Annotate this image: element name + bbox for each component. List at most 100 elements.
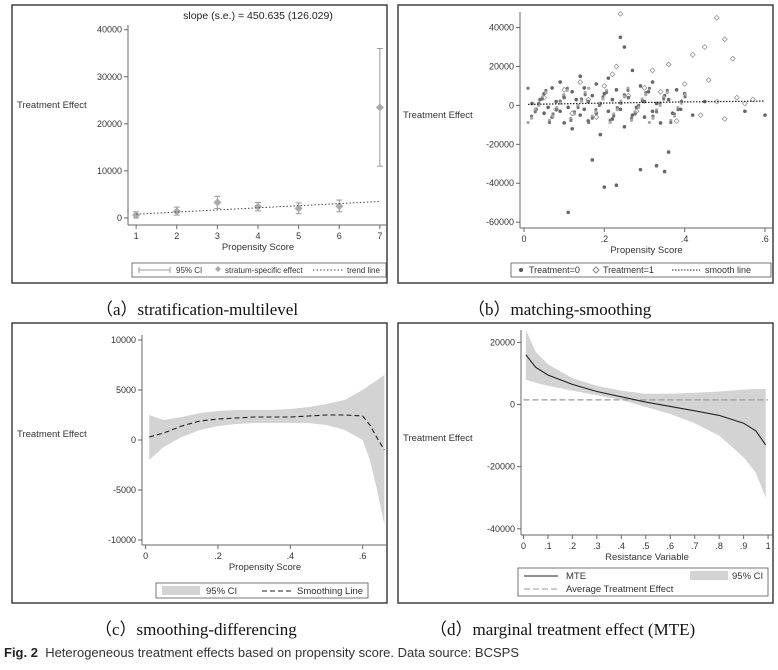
y-tick-label: 30000 bbox=[97, 72, 122, 82]
treatment1-point bbox=[713, 14, 720, 21]
x-tick-label: .4 bbox=[287, 551, 295, 561]
x-tick-label: .4 bbox=[681, 234, 689, 244]
treatment0-point bbox=[554, 99, 558, 104]
legend-trend-label: trend line bbox=[347, 266, 380, 275]
x-tick-label: 0 bbox=[521, 541, 526, 551]
treatment0-point bbox=[558, 80, 562, 84]
x-tick-label: 0 bbox=[143, 551, 148, 561]
treatment0-point bbox=[662, 169, 667, 174]
treatment0-point bbox=[562, 121, 566, 125]
treatment0-point bbox=[637, 105, 641, 110]
y-tick-label: -20000 bbox=[486, 139, 514, 149]
treatment1-point bbox=[609, 71, 616, 78]
treatment0-point bbox=[674, 88, 679, 92]
x-tick-label: 4 bbox=[255, 231, 260, 241]
y-tick-label: 20000 bbox=[97, 119, 122, 129]
treatment0-point bbox=[526, 120, 530, 125]
treatment0-point bbox=[654, 110, 659, 114]
treatment0-point bbox=[558, 109, 562, 114]
panel-frame bbox=[11, 322, 388, 604]
treatment0-point bbox=[574, 97, 579, 102]
treatment0-point bbox=[587, 86, 591, 90]
treatment0-point bbox=[743, 109, 747, 114]
treatment1-point bbox=[689, 51, 696, 58]
legend-ate-label: Average Treatment Effect bbox=[566, 584, 674, 595]
x-tick-label: .6 bbox=[761, 234, 769, 244]
stratum-point bbox=[294, 204, 303, 213]
figure-caption: Fig. 2 Heterogeneous treatment effects b… bbox=[4, 645, 519, 660]
treatment0-point bbox=[544, 90, 548, 95]
treatment0-point bbox=[606, 76, 611, 80]
y-axis-title: Treatment Effect bbox=[17, 100, 87, 111]
treatment0-point bbox=[672, 114, 676, 118]
treatment0-point bbox=[615, 108, 619, 112]
legend-ci-swatch bbox=[690, 571, 728, 580]
treatment0-point bbox=[665, 90, 669, 95]
treatment0-point bbox=[622, 45, 627, 49]
legend-t0-swatch bbox=[519, 268, 523, 272]
x-tick-label: 5 bbox=[296, 231, 301, 241]
ci-band bbox=[525, 330, 766, 498]
figure-text: Heterogeneous treatment effects based on… bbox=[45, 645, 519, 660]
treatment0-point bbox=[618, 107, 623, 112]
x-tick-label: .1 bbox=[544, 541, 552, 551]
legend-t1-swatch bbox=[592, 266, 600, 274]
stratum-point bbox=[213, 198, 222, 207]
legend-ci-label: 95% CI bbox=[176, 266, 202, 275]
x-tick-label: 7 bbox=[377, 231, 382, 241]
treatment0-point bbox=[651, 116, 655, 120]
treatment1-point bbox=[617, 11, 624, 17]
y-tick-label: -20000 bbox=[487, 462, 515, 472]
x-tick-label: .8 bbox=[715, 541, 723, 551]
legend-stratum-label: stratum-specific effect bbox=[225, 266, 303, 275]
treatment0-point bbox=[630, 68, 635, 73]
treatment0-point bbox=[658, 103, 662, 108]
y-tick-label: 20000 bbox=[489, 61, 514, 71]
treatment1-point bbox=[681, 81, 688, 87]
x-tick-label: .3 bbox=[593, 541, 601, 551]
treatment1-point bbox=[750, 96, 756, 103]
treatment0-point bbox=[683, 95, 687, 99]
treatment1-point bbox=[697, 112, 704, 118]
treatment0-point bbox=[578, 74, 583, 79]
smooth-line bbox=[527, 100, 766, 105]
y-tick-label: 0 bbox=[510, 400, 515, 410]
treatment0-point bbox=[658, 121, 663, 125]
treatment0-point bbox=[570, 89, 575, 94]
x-axis-title: Propensity Score bbox=[229, 562, 301, 573]
treatment0-point bbox=[646, 89, 651, 94]
legend-ci-label: 95% CI bbox=[732, 571, 763, 582]
y-tick-label: -40000 bbox=[486, 178, 514, 188]
y-axis-title: Treatment Effect bbox=[403, 110, 473, 121]
chart-a-title: slope (s.e.) = 450.635 (126.029) bbox=[183, 10, 333, 22]
treatment1-point bbox=[734, 94, 740, 101]
treatment1-point bbox=[721, 36, 728, 43]
x-tick-label: .2 bbox=[214, 551, 222, 561]
y-tick-label: -60000 bbox=[486, 217, 514, 227]
treatment1-point bbox=[729, 55, 736, 62]
y-tick-label: 20000 bbox=[490, 337, 515, 347]
y-tick-label: 40000 bbox=[97, 25, 122, 35]
treatment0-point bbox=[630, 113, 635, 117]
trend-line bbox=[136, 200, 380, 215]
treatment0-point bbox=[565, 88, 569, 93]
x-tick-label: .4 bbox=[618, 541, 626, 551]
treatment0-point bbox=[550, 86, 554, 90]
legend-t1-label: Treatment=1 bbox=[603, 265, 654, 275]
stratum-point bbox=[132, 211, 141, 220]
treatment1-point bbox=[577, 79, 584, 85]
treatment1-point bbox=[649, 67, 656, 74]
treatment1-point bbox=[713, 98, 720, 105]
x-axis-title: Propensity Score bbox=[222, 242, 294, 253]
treatment0-point bbox=[578, 113, 583, 117]
treatment0-point bbox=[601, 97, 605, 101]
treatment1-point bbox=[657, 88, 664, 95]
treatment0-point bbox=[598, 132, 603, 137]
treatment1-point bbox=[673, 118, 680, 124]
x-tick-label: .6 bbox=[359, 551, 367, 561]
treatment0-point bbox=[647, 120, 652, 125]
treatment0-point bbox=[676, 108, 680, 112]
treatment0-point bbox=[579, 99, 584, 103]
x-tick-label: 6 bbox=[337, 231, 342, 241]
